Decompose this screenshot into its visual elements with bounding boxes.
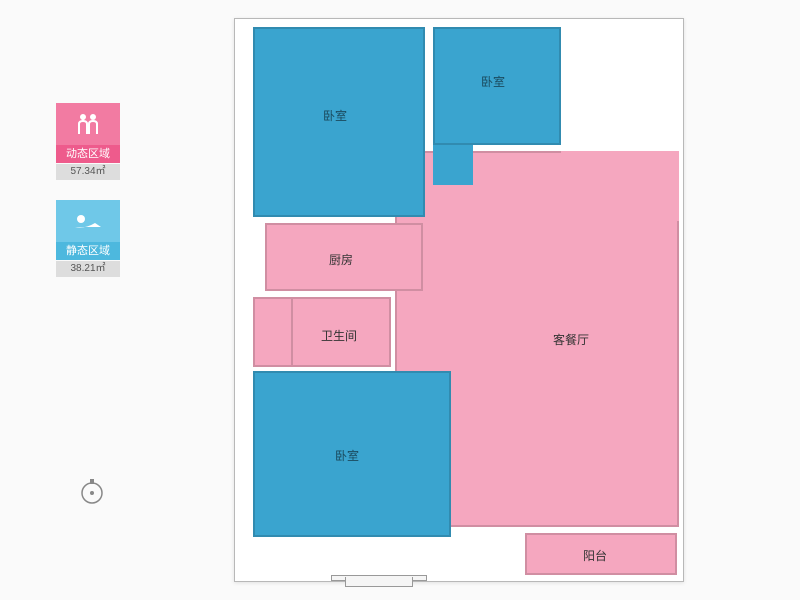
room-corridor	[253, 297, 293, 367]
legend-value-dynamic: 57.34㎡	[56, 164, 120, 180]
balcony-rail-inner	[345, 577, 413, 587]
room-overlay	[561, 151, 679, 221]
legend-value-static: 38.21㎡	[56, 261, 120, 277]
people-icon	[56, 103, 120, 145]
room-label-bedroom-bl: 卧室	[335, 447, 359, 464]
legend-label-dynamic: 动态区域	[56, 145, 120, 163]
room-label-bedroom-tr: 卧室	[481, 73, 505, 90]
legend: 动态区域 57.34㎡ 静态区域 38.21㎡	[56, 103, 120, 297]
room-label-kitchen: 厨房	[329, 251, 353, 268]
room-overlay	[433, 145, 473, 185]
legend-label-static: 静态区域	[56, 242, 120, 260]
room-label-living: 客餐厅	[553, 331, 589, 348]
legend-item-dynamic: 动态区域 57.34㎡	[56, 103, 120, 180]
compass-icon	[78, 477, 106, 505]
legend-item-static: 静态区域 38.21㎡	[56, 200, 120, 277]
rest-icon	[56, 200, 120, 242]
room-label-balcony: 阳台	[583, 547, 607, 564]
room-label-bedroom-tl: 卧室	[323, 107, 347, 124]
room-label-bathroom: 卫生间	[321, 327, 357, 344]
floorplan: 客餐厅卧室卧室厨房卫生间卧室阳台	[234, 18, 684, 582]
